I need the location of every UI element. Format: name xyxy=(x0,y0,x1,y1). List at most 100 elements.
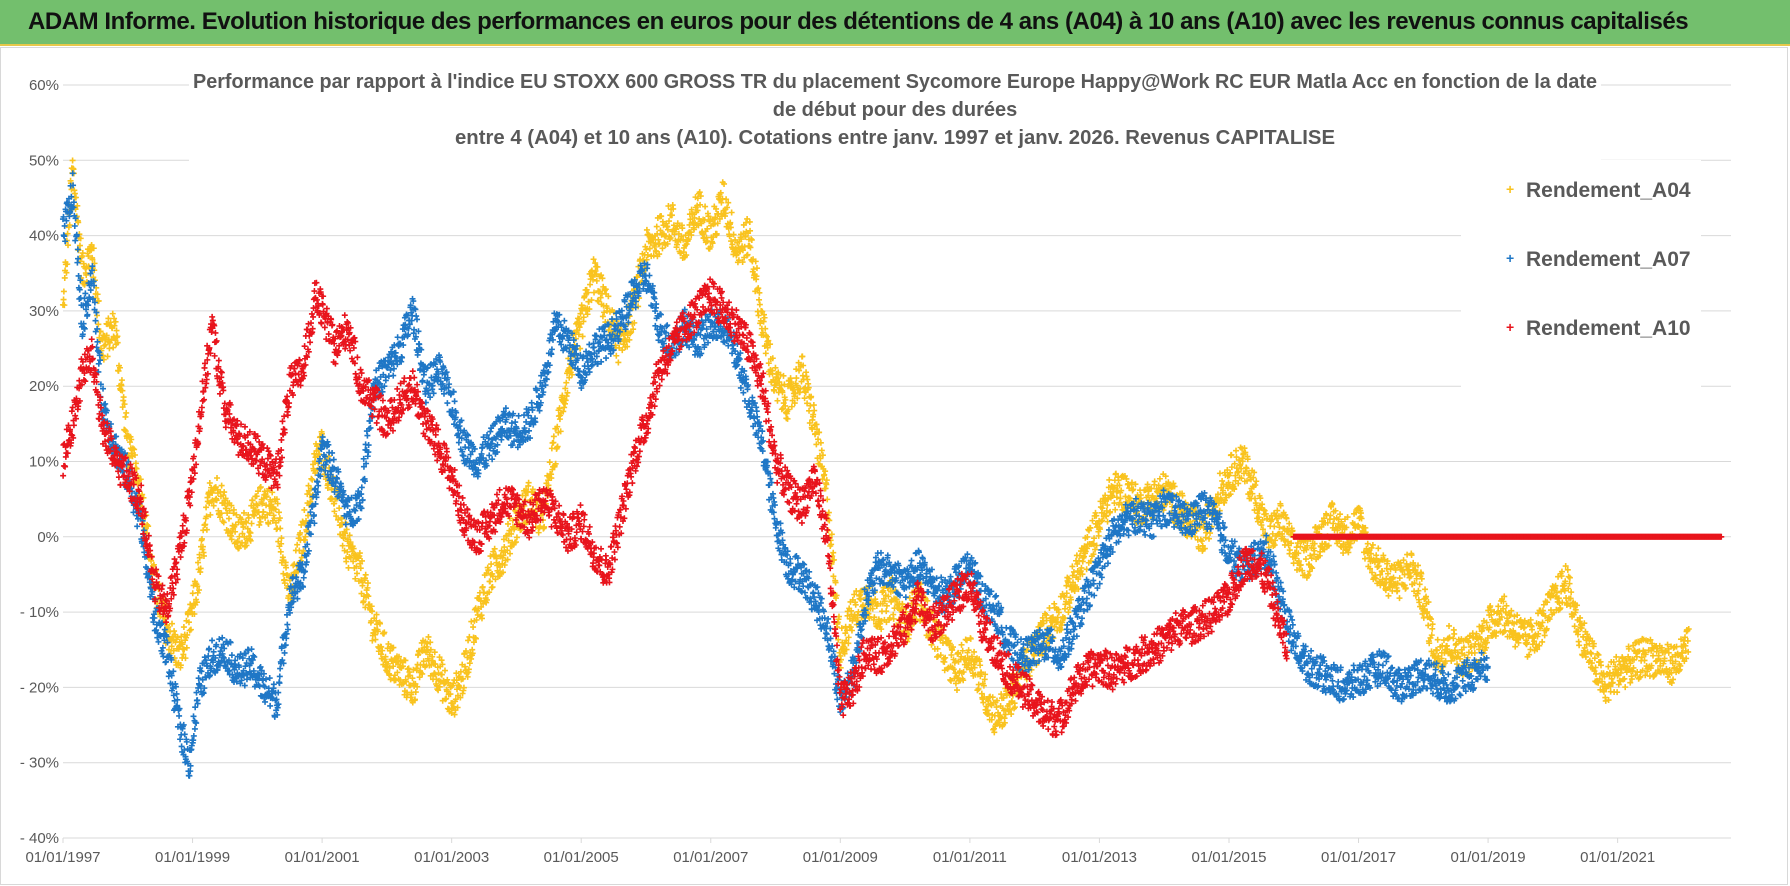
data-point xyxy=(958,641,965,648)
data-point xyxy=(64,230,71,237)
y-axis-ticks: 60%50%40%30%20%10%0%- 10%- 20%- 30%- 40% xyxy=(20,77,59,847)
data-point xyxy=(488,561,495,568)
data-point xyxy=(65,242,72,249)
data-point xyxy=(203,526,210,533)
data-point xyxy=(248,646,255,653)
data-point xyxy=(218,510,225,517)
x-tick-label: 01/01/2019 xyxy=(1451,849,1526,866)
data-point xyxy=(451,398,458,405)
data-point xyxy=(218,482,225,489)
data-point xyxy=(238,516,245,523)
data-point xyxy=(245,514,252,521)
data-point xyxy=(260,508,267,515)
data-point xyxy=(336,505,343,512)
data-point xyxy=(550,433,557,440)
data-point xyxy=(784,415,791,422)
data-point xyxy=(196,554,203,561)
data-point xyxy=(145,523,152,530)
data-point xyxy=(489,584,496,591)
data-point xyxy=(1595,651,1602,658)
data-point xyxy=(343,558,350,565)
data-point xyxy=(178,633,185,640)
data-point xyxy=(200,552,207,559)
data-point xyxy=(137,476,144,483)
data-point xyxy=(85,253,92,260)
data-point xyxy=(486,452,493,459)
data-point xyxy=(1115,477,1122,484)
data-point xyxy=(196,587,203,594)
data-point xyxy=(1503,602,1510,609)
data-point xyxy=(266,675,273,682)
data-point xyxy=(150,561,157,568)
data-point xyxy=(83,271,90,278)
x-tick-label: 01/01/2011 xyxy=(933,849,1007,866)
data-point xyxy=(1253,478,1260,485)
x-tick-label: 01/01/2007 xyxy=(673,849,748,866)
x-tick-label: 01/01/2005 xyxy=(544,849,619,866)
data-point xyxy=(1107,508,1114,515)
data-point xyxy=(1416,581,1423,588)
data-point xyxy=(176,712,183,719)
y-tick-label: - 10% xyxy=(20,604,59,621)
data-point xyxy=(121,401,128,408)
data-point xyxy=(262,514,269,521)
data-point xyxy=(247,529,254,536)
data-point xyxy=(525,479,532,486)
data-point xyxy=(209,637,216,644)
data-point xyxy=(470,624,477,631)
data-point xyxy=(949,647,956,654)
data-point xyxy=(77,235,84,242)
data-point xyxy=(185,619,192,626)
data-point xyxy=(213,497,220,504)
y-tick-label: 60% xyxy=(29,77,59,94)
x-tick-label: 01/01/2001 xyxy=(285,849,360,866)
data-point xyxy=(465,637,472,644)
x-tick-label: 01/01/2021 xyxy=(1580,849,1655,866)
data-point xyxy=(830,549,837,556)
data-point xyxy=(240,509,247,516)
data-point xyxy=(105,315,112,322)
data-point xyxy=(762,350,769,357)
data-point xyxy=(195,559,202,566)
data-point xyxy=(203,504,210,511)
data-point xyxy=(191,725,198,732)
y-tick-label: - 40% xyxy=(20,830,59,847)
data-point xyxy=(139,491,146,498)
y-tick-label: 30% xyxy=(29,303,59,320)
x-tick-label: 01/01/2017 xyxy=(1321,849,1396,866)
data-point xyxy=(358,484,365,491)
data-point xyxy=(277,548,284,555)
data-point xyxy=(643,246,650,253)
data-point xyxy=(1622,684,1629,691)
data-point xyxy=(267,702,274,709)
data-point xyxy=(112,318,119,325)
data-point xyxy=(221,489,228,496)
data-point xyxy=(95,360,102,367)
data-point xyxy=(177,736,184,743)
data-point xyxy=(365,442,372,449)
data-point xyxy=(210,502,217,509)
data-point xyxy=(111,315,118,322)
data-point xyxy=(166,646,173,653)
chart-frame: 60% 50% 40% 30% 20% 10% 0% - 10% - 20% - 30% - 40%… xyxy=(0,47,1788,885)
data-point xyxy=(753,265,760,272)
data-point xyxy=(177,662,184,669)
data-point xyxy=(1500,629,1507,636)
data-point xyxy=(217,514,224,521)
data-point xyxy=(203,513,210,520)
data-point xyxy=(95,297,102,304)
y-tick-label: 10% xyxy=(29,454,59,471)
data-point xyxy=(220,519,227,526)
data-point xyxy=(194,583,201,590)
data-point xyxy=(756,301,763,308)
data-point xyxy=(1566,574,1573,581)
data-point xyxy=(68,186,75,193)
data-point xyxy=(774,397,781,404)
data-point xyxy=(755,285,762,292)
data-point xyxy=(263,676,270,683)
x-tick-label: 01/01/2003 xyxy=(414,849,489,866)
data-point xyxy=(228,536,235,543)
data-point xyxy=(253,493,260,500)
data-point xyxy=(247,537,254,544)
data-point xyxy=(1605,663,1612,670)
